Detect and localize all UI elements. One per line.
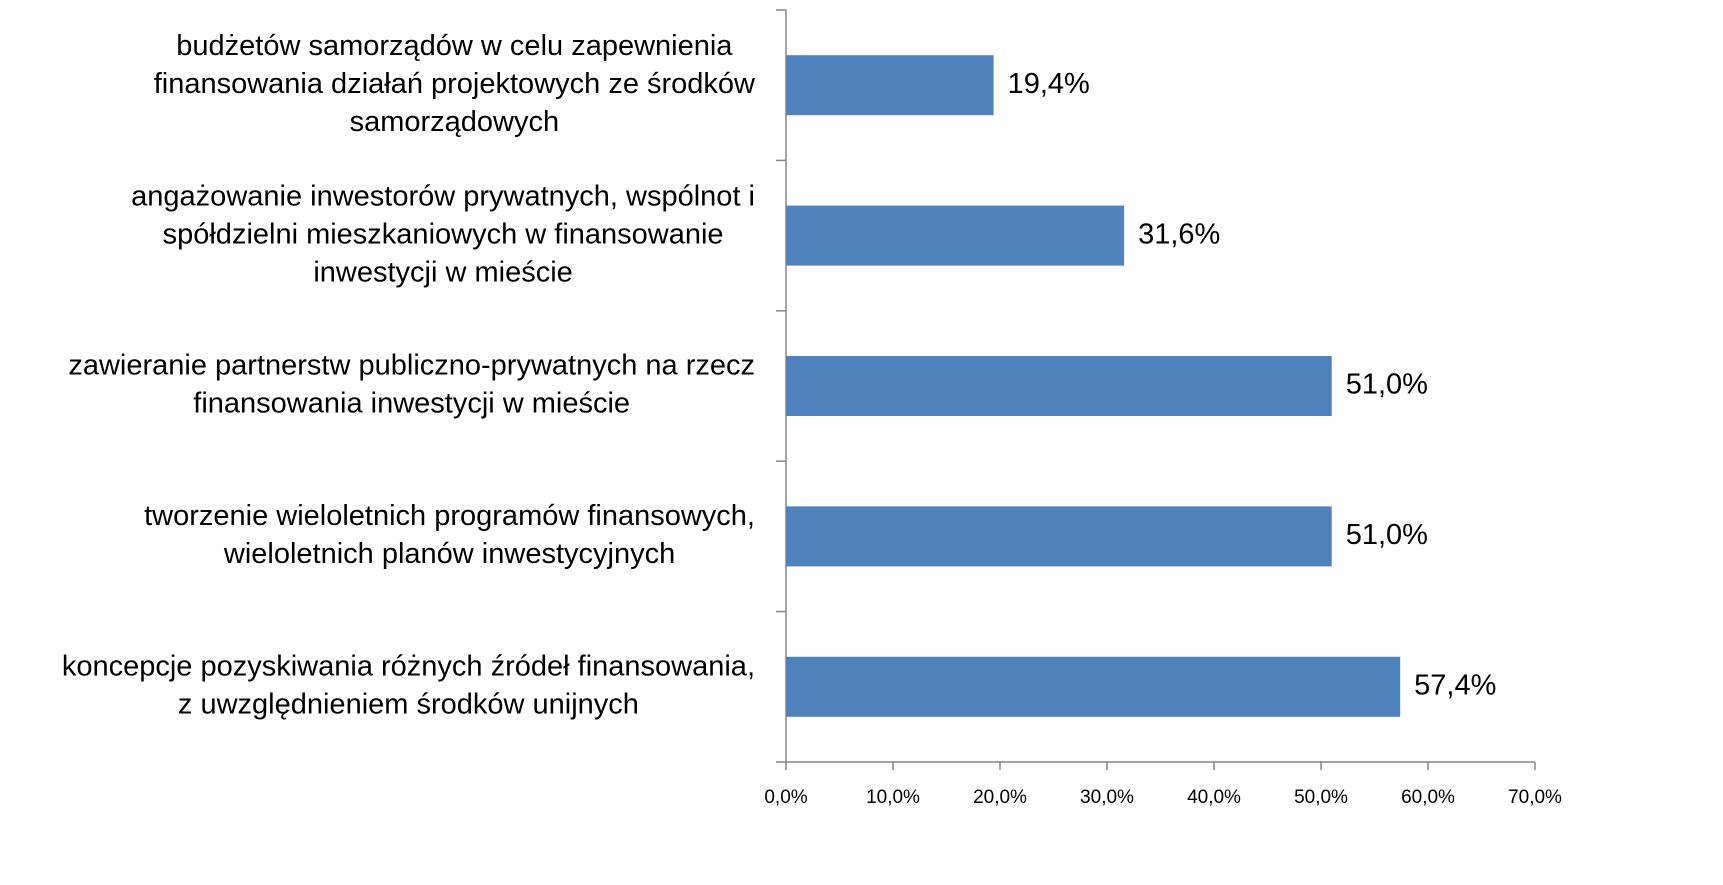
category-label: samorządowych (350, 106, 560, 138)
bar (786, 55, 994, 116)
category-label: inwestycji w mieście (313, 256, 572, 288)
category-label: finansowania działań projektowych ze śro… (154, 68, 756, 100)
bar (786, 205, 1125, 266)
value-label: 57,4% (1414, 669, 1496, 701)
category-label: finansowania inwestycji w mieście (193, 388, 630, 420)
category-label: z uwzględnieniem środków unijnych (178, 688, 639, 720)
category-label: budżetów samorządów w celu zapewnienia (176, 30, 733, 62)
category-label: wieloletnich planów inwestycyjnych (223, 538, 675, 570)
x-tick-label: 30,0% (1080, 787, 1134, 808)
category-label: spółdzielni mieszkaniowych w finansowani… (163, 218, 724, 250)
bar (786, 656, 1401, 717)
value-label: 19,4% (1008, 68, 1090, 100)
x-tick-label: 60,0% (1401, 787, 1455, 808)
bar (786, 506, 1332, 567)
value-label: 51,0% (1346, 519, 1428, 551)
x-tick-label: 20,0% (973, 787, 1027, 808)
x-tick-label: 70,0% (1508, 787, 1562, 808)
x-tick-label: 0,0% (764, 787, 807, 808)
category-label: zawieranie partnerstw publiczno-prywatny… (68, 350, 755, 382)
category-label: tworzenie wieloletnich programów finanso… (144, 500, 755, 532)
bar (786, 356, 1332, 416)
category-label: koncepcje pozyskiwania różnych źródeł fi… (62, 650, 755, 682)
value-label: 51,0% (1346, 369, 1428, 401)
category-label: angażowanie inwestorów prywatnych, wspól… (131, 180, 755, 212)
x-tick-label: 40,0% (1187, 787, 1241, 808)
x-tick-label: 50,0% (1294, 787, 1348, 808)
x-tick-label: 10,0% (866, 787, 920, 808)
value-label: 31,6% (1138, 218, 1220, 250)
